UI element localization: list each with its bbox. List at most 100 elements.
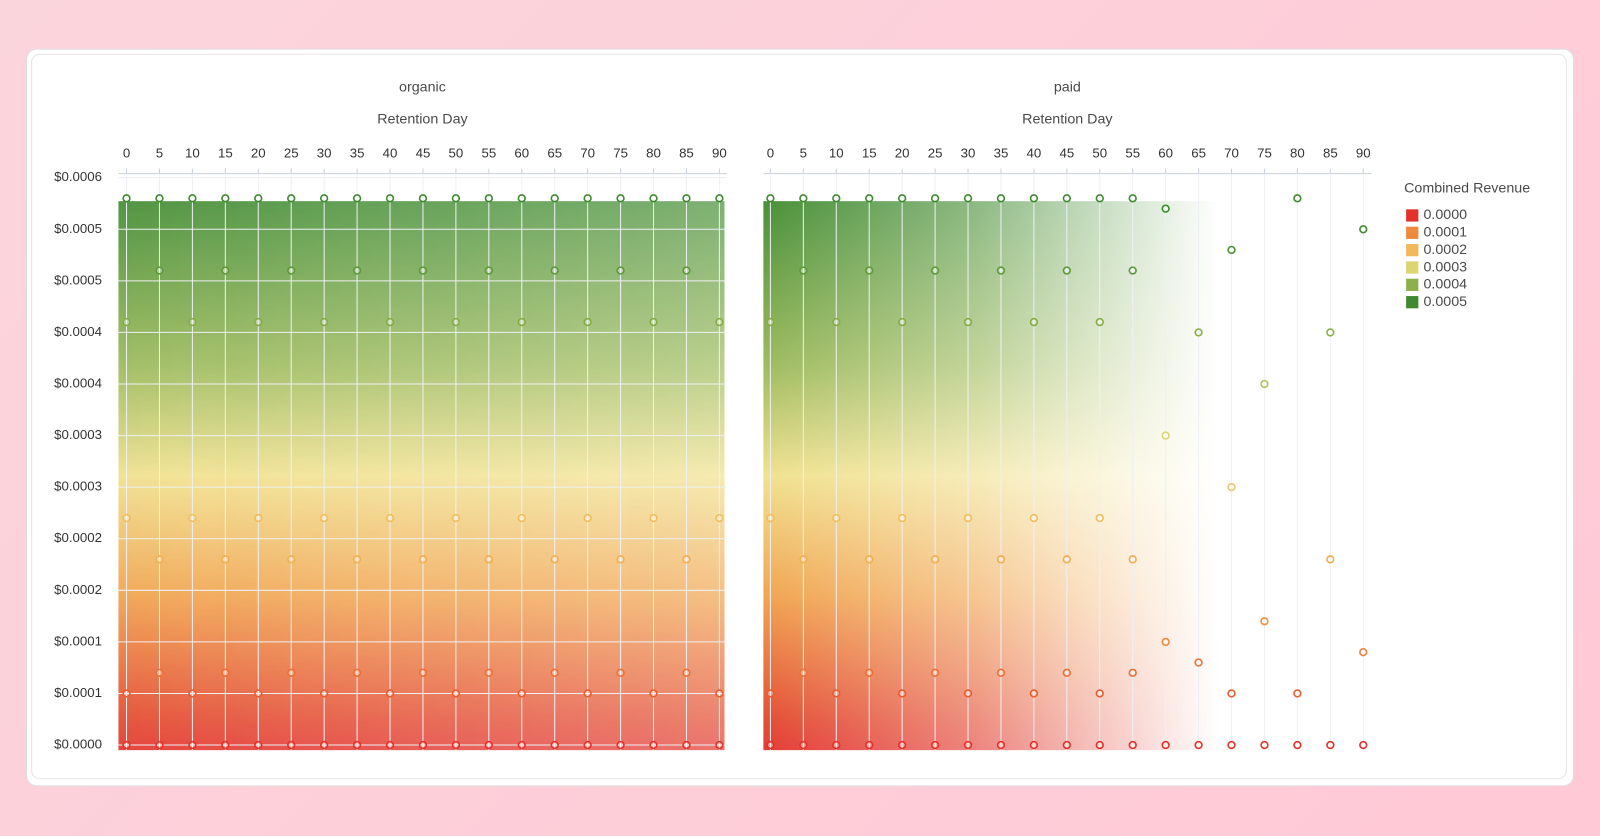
point xyxy=(616,555,625,564)
point xyxy=(418,555,428,564)
x-tick-label: 80 xyxy=(1290,146,1305,161)
legend-swatch xyxy=(1406,296,1419,309)
x-tick-label: 40 xyxy=(383,146,398,161)
point xyxy=(766,317,775,327)
point xyxy=(254,689,263,698)
point xyxy=(451,513,461,523)
point xyxy=(550,266,559,275)
point xyxy=(930,555,940,564)
point xyxy=(1293,194,1302,203)
point xyxy=(897,740,907,750)
point xyxy=(682,194,691,203)
point xyxy=(1095,689,1104,698)
x-tick-label: 5 xyxy=(156,146,163,161)
point xyxy=(865,266,874,275)
point xyxy=(1194,658,1203,667)
x-tick-label: 90 xyxy=(712,146,727,161)
legend-swatch xyxy=(1406,278,1419,291)
legend-label: 0.0004 xyxy=(1423,277,1467,293)
legend-label: 0.0001 xyxy=(1423,225,1467,241)
point xyxy=(517,194,526,203)
point xyxy=(1062,194,1072,203)
point xyxy=(155,668,164,678)
x-tick-label: 35 xyxy=(994,146,1009,161)
point xyxy=(996,555,1006,564)
point xyxy=(682,555,691,564)
x-tick-label: 60 xyxy=(514,146,529,161)
point xyxy=(963,194,973,203)
point xyxy=(550,668,559,678)
point xyxy=(221,555,230,564)
legend-label: 0.0002 xyxy=(1423,242,1467,258)
point xyxy=(1260,617,1269,626)
point xyxy=(930,194,940,203)
point xyxy=(963,317,973,327)
point xyxy=(799,555,808,564)
point xyxy=(1095,740,1104,750)
point xyxy=(865,668,874,678)
point xyxy=(254,317,263,327)
point xyxy=(155,555,164,564)
x-tick-label: 50 xyxy=(1092,146,1107,161)
point xyxy=(799,194,808,203)
point xyxy=(715,317,724,327)
legend-swatch xyxy=(1406,209,1419,222)
point xyxy=(221,668,230,678)
point xyxy=(963,740,973,750)
point xyxy=(799,668,808,678)
point xyxy=(188,740,197,750)
point xyxy=(122,194,131,203)
x-tick-label: 80 xyxy=(646,146,661,161)
point xyxy=(155,194,164,203)
point xyxy=(715,513,724,523)
point xyxy=(287,266,296,275)
point xyxy=(1227,740,1236,750)
point xyxy=(715,689,724,698)
point xyxy=(188,689,197,698)
point xyxy=(550,194,559,203)
point xyxy=(1326,740,1335,750)
point xyxy=(287,194,296,203)
y-tick-label: $0.0001 xyxy=(54,633,102,648)
point xyxy=(649,194,658,203)
x-tick-label: 50 xyxy=(449,146,464,161)
legend-swatch xyxy=(1406,244,1419,257)
point xyxy=(517,317,526,327)
point xyxy=(682,668,691,678)
point xyxy=(766,689,775,698)
y-tick-label: $0.0001 xyxy=(54,685,102,700)
point xyxy=(254,513,263,523)
point xyxy=(832,740,841,750)
y-tick-label: $0.0003 xyxy=(54,479,102,494)
point xyxy=(1029,689,1039,698)
y-tick-label: $0.0005 xyxy=(54,221,102,236)
point xyxy=(1359,225,1368,234)
legend-label: 0.0005 xyxy=(1423,294,1467,310)
x-tick-label: 85 xyxy=(679,146,694,161)
point xyxy=(649,317,658,327)
point xyxy=(1062,740,1072,750)
point xyxy=(319,194,329,203)
x-axis-label: Retention Day xyxy=(377,111,468,127)
point xyxy=(897,194,907,203)
x-tick-label: 55 xyxy=(481,146,496,161)
point xyxy=(188,194,197,203)
point xyxy=(319,740,329,750)
point xyxy=(1194,740,1203,750)
point xyxy=(352,740,362,750)
x-tick-label: 85 xyxy=(1323,146,1338,161)
point xyxy=(1227,689,1236,698)
x-tick-label: 0 xyxy=(767,146,774,161)
point xyxy=(799,740,808,750)
point xyxy=(930,668,940,678)
point xyxy=(832,317,841,327)
point xyxy=(649,740,658,750)
point xyxy=(188,513,197,523)
point xyxy=(451,740,461,750)
point xyxy=(451,317,461,327)
point xyxy=(517,513,526,523)
point xyxy=(682,740,691,750)
legend-label: 0.0003 xyxy=(1423,259,1467,275)
y-tick-label: $0.0006 xyxy=(54,169,102,184)
point xyxy=(1029,740,1039,750)
